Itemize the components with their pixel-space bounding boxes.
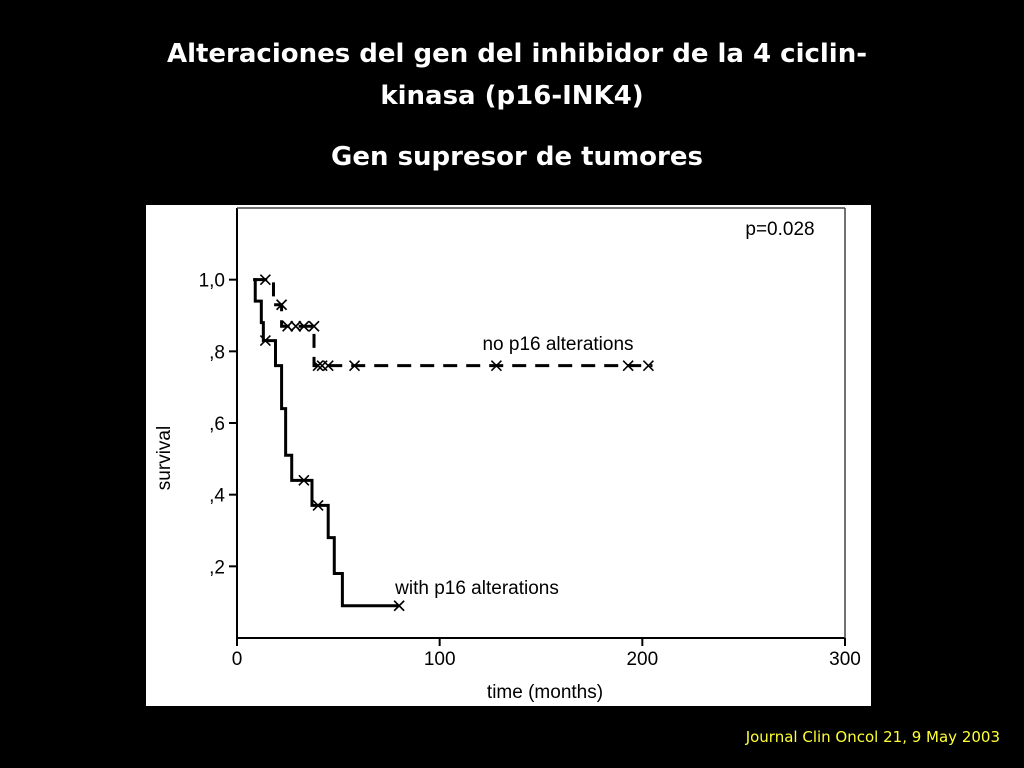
censor-mark [298, 474, 310, 486]
y-tick-label: 1,0 [199, 271, 225, 292]
censor-mark [393, 600, 405, 612]
censor-mark [322, 360, 334, 372]
y-tick-label: ,4 [209, 486, 225, 507]
survival-line [253, 278, 653, 368]
x-axis-label: time (months) [487, 682, 603, 703]
survival-line [253, 278, 400, 608]
chart-panel [146, 205, 871, 706]
y-tick-label: ,8 [209, 342, 225, 363]
censor-mark [348, 360, 361, 372]
censor-mark [642, 360, 654, 372]
censor-mark [312, 499, 324, 511]
title-line: Alteraciones del gen del inhibidor de la… [167, 39, 867, 69]
censor-mark [312, 360, 324, 372]
x-tick-label: 100 [424, 649, 456, 670]
source: Journal Clin Oncol 21, 9 May 2003 [745, 728, 1000, 746]
subtitle: Gen supresor de tumores [331, 142, 703, 172]
series-label: no p16 alterations [482, 334, 633, 355]
x-tick-label: 200 [626, 649, 658, 670]
annotation: p=0.028 [745, 219, 814, 240]
censor-mark [290, 320, 302, 332]
series-label: with p16 alterations [394, 578, 559, 599]
x-tick-label: 300 [829, 649, 861, 670]
censor-mark [490, 360, 502, 372]
y-tick-label: ,6 [209, 414, 225, 435]
chart: ,2 ,4 ,6 ,8 1,0 0 100 200 300 time (months) surviv… [154, 207, 861, 703]
censor-mark [298, 320, 310, 332]
censor-mark [276, 299, 288, 311]
censor-mark [259, 274, 271, 286]
x-tick-label: 0 [232, 649, 243, 670]
y-tick-label: ,2 [209, 557, 225, 578]
censor-mark [282, 320, 294, 332]
censor-mark [308, 320, 320, 332]
censor-mark [259, 335, 271, 347]
censor-mark [622, 360, 634, 372]
y-axis-label: survival [154, 426, 175, 490]
title-line: kinasa (p16-INK4) [380, 81, 643, 111]
